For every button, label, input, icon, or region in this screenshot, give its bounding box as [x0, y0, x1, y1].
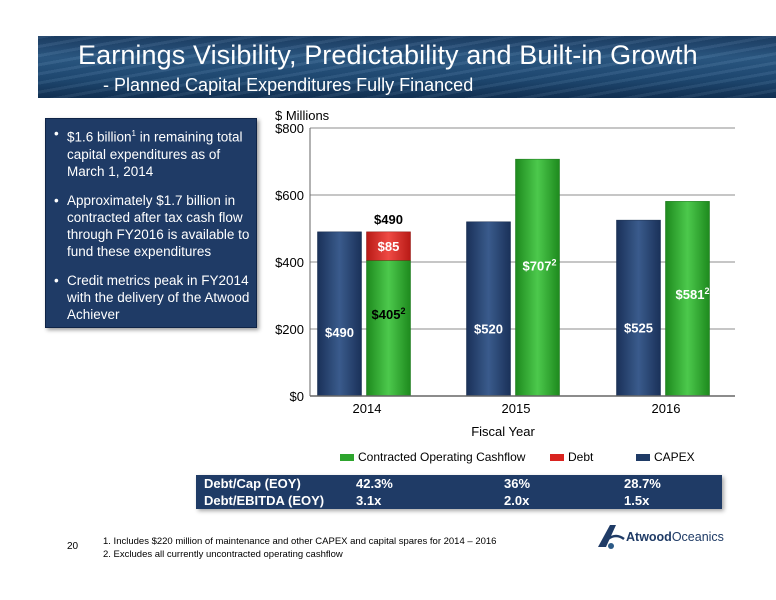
bar-capex — [317, 231, 362, 397]
metrics-row: Debt/EBITDA (EOY) 3.1x 2.0x 1.5x — [196, 492, 722, 509]
bullet-box: • $1.6 billion1 in remaining total capit… — [45, 118, 257, 328]
metrics-value: 28.7% — [624, 476, 661, 491]
bar-contracted — [665, 201, 710, 397]
footnote-ref: 2 — [400, 306, 405, 316]
bullet-dot: • — [54, 272, 59, 288]
y-tick-label: $400 — [275, 255, 304, 270]
footnote-ref: 2 — [551, 257, 556, 267]
x-axis-label: Fiscal Year — [471, 424, 535, 439]
bar-label-debt: $85 — [378, 239, 400, 254]
x-tick-label: 2016 — [652, 401, 681, 416]
metrics-value: 42.3% — [356, 476, 393, 491]
credit-metrics-table: Debt/Cap (EOY) 42.3% 36% 28.7% Debt/EBIT… — [196, 475, 722, 509]
legend-swatch — [636, 454, 650, 461]
bullet-item: • Approximately $1.7 billion in contract… — [54, 192, 250, 260]
bar-contracted — [515, 158, 560, 397]
bar-capex — [466, 221, 511, 397]
bar-label-capex: $520 — [474, 321, 503, 336]
bar-label-capex: $490 — [325, 325, 354, 340]
metrics-label: Debt/EBITDA (EOY) — [204, 493, 325, 508]
bar-contracted — [366, 260, 411, 397]
legend-label: Debt — [568, 450, 594, 464]
footnote-1: 1. Includes $220 million of maintenance … — [103, 536, 497, 547]
legend-label: CAPEX — [654, 450, 695, 464]
y-tick-label: $0 — [290, 389, 304, 404]
legend-swatch — [340, 454, 354, 461]
bar-label-contracted: $7072 — [523, 257, 557, 273]
logo-text-atwood: Atwood — [626, 530, 672, 544]
x-tick-label: 2014 — [353, 401, 382, 416]
x-tick-label: 2015 — [502, 401, 531, 416]
legend-swatch — [550, 454, 564, 461]
bullet-dot: • — [54, 192, 59, 208]
footnote-ref: 2 — [704, 286, 709, 296]
bullet-item: • $1.6 billion1 in remaining total capit… — [54, 125, 250, 180]
page-subtitle: - Planned Capital Expenditures Fully Fin… — [103, 75, 474, 95]
stack-total-label: $490 — [374, 212, 403, 227]
legend-label: Contracted Operating Cashflow — [358, 450, 526, 464]
logo-wordmark: AtwoodOceanics — [626, 530, 724, 544]
y-tick-label: $600 — [275, 188, 304, 203]
page-title: Earnings Visibility, Predictability and … — [78, 40, 698, 70]
footnote-ref: 1 — [131, 129, 136, 138]
footnotes: 1. Includes $220 million of maintenance … — [103, 535, 496, 561]
metrics-row: Debt/Cap (EOY) 42.3% 36% 28.7% — [196, 475, 722, 492]
bullet-text: $1.6 billion — [67, 129, 132, 145]
y-tick-label: $800 — [275, 121, 304, 136]
y-axis-label: $ Millions — [275, 108, 330, 123]
logo-text-oceanics: Oceanics — [671, 530, 724, 544]
metrics-value: 1.5x — [624, 493, 650, 508]
metrics-label: Debt/Cap (EOY) — [204, 476, 301, 491]
bullet-text: Credit metrics peak in FY2014 with the d… — [67, 272, 250, 322]
bullet-dot: • — [54, 126, 59, 141]
bullet-text: Approximately $1.7 billion in contracted… — [67, 192, 250, 259]
bar-chart: $ Millions $0 $200 $400 $600 $800 $490 $4052 $85… — [275, 108, 735, 439]
bar-label-contracted: $4052 — [372, 306, 406, 322]
title-banner — [38, 36, 776, 98]
bullet-item: • Credit metrics peak in FY2014 with the… — [54, 272, 250, 323]
bar-label-capex: $525 — [624, 321, 653, 336]
bar-capex — [616, 219, 661, 397]
bullet-text-rest: in remaining total capital expenditures … — [67, 129, 243, 179]
metrics-value: 2.0x — [504, 493, 530, 508]
atwood-logo-icon — [598, 525, 625, 549]
page-number: 20 — [67, 541, 79, 552]
bar-label-contracted: $5812 — [676, 286, 710, 302]
metrics-value: 3.1x — [356, 493, 382, 508]
bar-debt — [366, 231, 411, 261]
metrics-value: 36% — [504, 476, 531, 491]
y-tick-label: $200 — [275, 322, 304, 337]
footnote-2: 2. Excludes all currently uncontracted o… — [103, 549, 343, 560]
